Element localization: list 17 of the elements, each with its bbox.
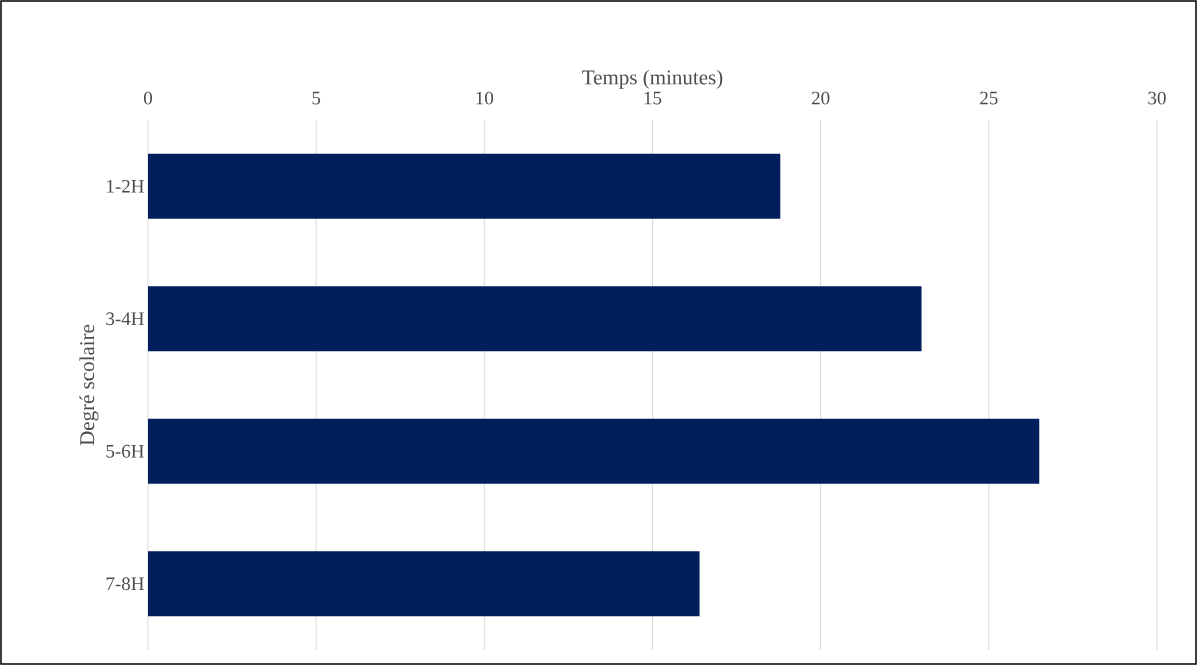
y-tick-label: 1-2H [107,179,144,193]
bar [148,286,922,352]
y-axis-title: Degré scolaire [79,324,99,446]
x-tick-label: 15 [644,91,662,105]
x-tick-label: 5 [312,91,321,105]
x-tick-label: 10 [476,91,494,105]
x-tick-label: 20 [811,91,830,105]
bar [148,418,1040,484]
x-tick-label: 0 [143,91,153,105]
y-tick-label: 7-8H [106,577,144,591]
bar [148,153,781,219]
y-tick-label: 5-6H [106,444,144,458]
x-tick-label: 30 [1148,91,1166,105]
bar [148,551,700,617]
x-axis-title: Temps (minutes) [582,69,723,89]
x-tick-label: 25 [980,91,998,105]
y-tick-label: 3-4H [106,312,144,326]
